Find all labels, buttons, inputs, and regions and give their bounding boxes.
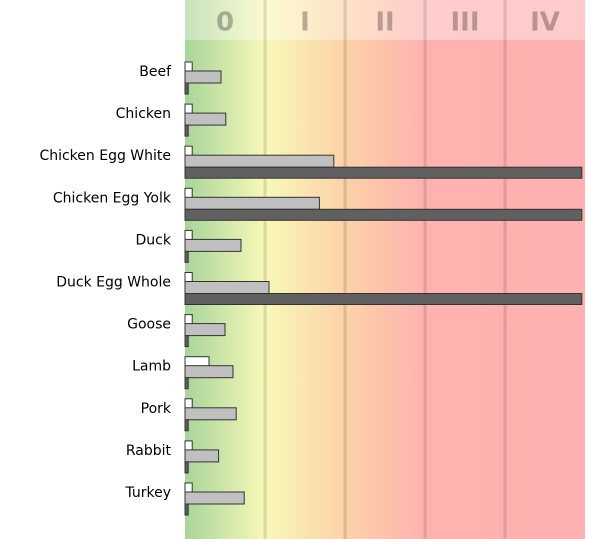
category-label: Turkey [124,485,171,501]
category-label: Rabbit [126,443,172,459]
category-label: Chicken Egg Yolk [53,190,172,206]
bar [184,112,227,126]
bar [184,70,222,84]
bar [184,208,583,221]
bar [184,365,234,379]
bar [184,491,245,505]
class-label: 0 [216,8,234,38]
bar [184,323,226,337]
bar [184,449,220,463]
bar [184,238,242,252]
bar [184,154,335,168]
class-label: II [375,8,394,38]
class-label: IV [530,8,560,38]
category-label: Chicken Egg White [39,148,171,164]
class-label: I [300,8,310,38]
bar [184,293,583,305]
bar [184,196,320,210]
bar [184,166,583,179]
bar [184,124,189,137]
category-label: Duck Egg Whole [56,275,171,291]
category-label: Lamb [132,359,171,375]
category-label: Goose [127,317,171,333]
category-label: Chicken [116,106,171,122]
bar [184,419,189,432]
plot-background [185,0,585,539]
class-label: III [450,8,479,38]
bar [184,281,270,294]
category-label: Pork [141,401,172,417]
header-band [185,0,585,40]
bar [184,407,237,421]
bar [184,82,189,95]
bar [184,377,189,390]
bar [184,335,189,348]
category-label: Duck [136,232,172,248]
bar [184,250,189,263]
category-label: Beef [139,64,172,80]
bar [184,503,189,516]
bar [184,461,189,474]
